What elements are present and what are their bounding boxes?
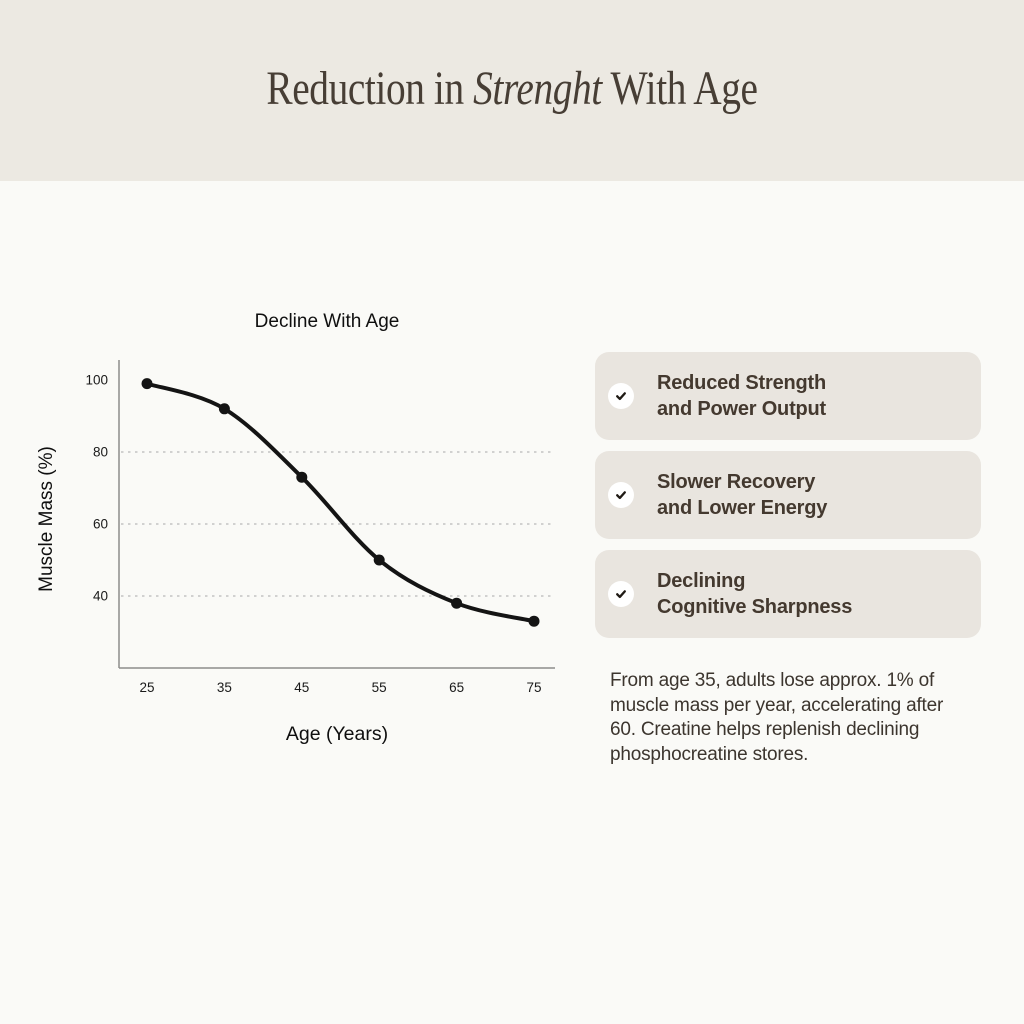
page-title-suffix: With Age	[601, 62, 759, 115]
data-point-marker	[296, 471, 308, 483]
chart-title: Decline With Age	[254, 311, 400, 332]
chart-y-axis-label: Muscle Mass (%)	[36, 446, 57, 592]
x-tick-label: 55	[372, 680, 387, 695]
benefit-card-label: Declining Cognitive Sharpness	[657, 568, 852, 620]
benefit-line-2: Cognitive Sharpness	[657, 596, 853, 618]
x-tick-label: 25	[139, 680, 154, 695]
benefit-card-label: Slower Recovery and Lower Energy	[657, 469, 827, 521]
benefit-card-list: Reduced Strength and Power Output Slower …	[595, 352, 981, 638]
benefit-card-cognition: Declining Cognitive Sharpness	[595, 550, 981, 638]
benefit-line-1: Reduced Strength	[657, 372, 827, 394]
muscle-mass-line-chart: 40 60 80 100 25 35 45 55 65 75	[85, 360, 555, 695]
footnote-text: From age 35, adults lose approx. 1% of m…	[610, 670, 944, 765]
y-tick-label: 80	[93, 445, 108, 460]
data-point-marker	[141, 378, 153, 390]
page-title: Reduction in Strenght With Age	[92, 62, 932, 116]
benefit-card-recovery: Slower Recovery and Lower Energy	[595, 451, 981, 539]
y-tick-label: 60	[93, 517, 108, 532]
benefit-line-1: Declining	[657, 570, 746, 592]
x-tick-label: 45	[294, 680, 309, 695]
benefit-line-2: and Power Output	[657, 398, 827, 420]
data-point-marker	[218, 403, 230, 415]
page-title-italic-word: Strenght	[473, 62, 602, 115]
data-point-marker	[373, 554, 385, 566]
benefit-line-2: and Lower Energy	[657, 497, 828, 519]
check-icon	[608, 581, 634, 607]
benefit-card-strength: Reduced Strength and Power Output	[595, 352, 981, 440]
header-band	[0, 0, 1024, 181]
x-tick-label: 65	[449, 680, 464, 695]
y-tick-label: 40	[93, 589, 108, 604]
chart-x-axis-label: Age (Years)	[285, 723, 389, 745]
page-title-prefix: Reduction in	[266, 62, 474, 115]
muscle-mass-series-line	[145, 381, 536, 624]
data-point-marker	[528, 615, 540, 627]
data-point-marker	[451, 597, 463, 609]
x-tick-label: 75	[526, 680, 541, 695]
x-tick-label: 35	[217, 680, 232, 695]
y-tick-label: 100	[85, 373, 108, 388]
benefit-card-label: Reduced Strength and Power Output	[657, 370, 826, 422]
check-icon	[608, 383, 634, 409]
check-icon	[608, 482, 634, 508]
benefit-line-1: Slower Recovery	[657, 471, 816, 493]
